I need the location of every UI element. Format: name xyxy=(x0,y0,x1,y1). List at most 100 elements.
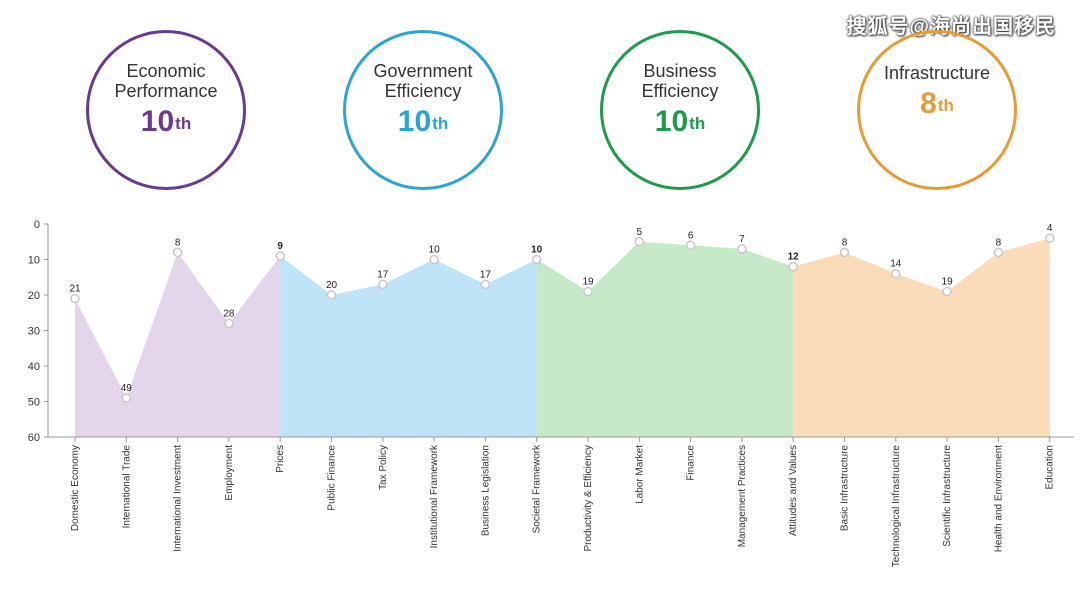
x-tick-label: Prices xyxy=(275,445,286,473)
data-label: 8 xyxy=(996,237,1002,248)
data-point xyxy=(121,393,132,403)
x-tick-label: Employment xyxy=(224,445,235,501)
data-label: 19 xyxy=(942,276,954,287)
factor-label-line: Performance xyxy=(114,81,218,101)
factor-label-line: Efficiency xyxy=(641,81,719,101)
x-tick-label: Management Practices xyxy=(737,445,748,547)
x-tick-label: International Investment xyxy=(173,445,184,552)
y-tick-label: 60 xyxy=(28,432,40,444)
factor-rank-value: 10 xyxy=(654,105,689,138)
data-point xyxy=(788,261,798,272)
data-point xyxy=(326,290,337,300)
data-point xyxy=(224,318,234,329)
data-label: 28 xyxy=(223,308,235,319)
factor-rank: 10th xyxy=(89,105,243,139)
factor-rank-value: 8 xyxy=(920,87,937,120)
factor-label: Infrastructure xyxy=(860,63,1014,83)
x-tick-label: Tax Policy xyxy=(378,445,389,490)
x-tick-label: Attitudes and Values xyxy=(788,445,799,536)
data-label: 8 xyxy=(842,237,848,248)
x-tick-label: Basic Infrastructure xyxy=(840,445,851,532)
area-group-1 xyxy=(75,252,281,437)
data-label: 49 xyxy=(121,383,133,394)
data-point xyxy=(531,254,542,265)
data-point xyxy=(685,240,696,251)
factor-circle-1: Economic Performance 10th xyxy=(86,30,246,190)
x-tick-label: Health and Environment xyxy=(993,445,1004,553)
x-tick-label: Finance xyxy=(686,445,697,481)
factor-rank-value: 10 xyxy=(397,105,432,138)
data-label: 19 xyxy=(582,276,594,287)
area-group-4 xyxy=(793,238,1050,437)
data-point xyxy=(378,279,388,290)
data-point xyxy=(634,237,645,247)
factor-label: Business Efficiency xyxy=(603,61,757,101)
x-tick-label: Societal Framework xyxy=(532,444,543,533)
data-label: 21 xyxy=(69,284,81,295)
data-label: 6 xyxy=(688,230,694,241)
factor-label-line: Business xyxy=(643,61,717,81)
y-tick-label: 40 xyxy=(28,361,40,373)
data-point xyxy=(172,247,183,258)
x-tick-label: Labor Market xyxy=(634,445,645,504)
x-tick-label: Technological Infrastructure xyxy=(891,445,902,568)
data-point xyxy=(1044,233,1055,243)
factor-rank-suffix: th xyxy=(689,114,706,133)
factor-label-line: Efficiency xyxy=(384,81,462,101)
factor-label: Government Efficiency xyxy=(346,61,500,101)
factor-rank: 10th xyxy=(346,105,500,139)
factor-rank: 8th xyxy=(860,87,1014,121)
data-label: 7 xyxy=(739,234,745,245)
data-point xyxy=(737,244,747,254)
data-label: 5 xyxy=(637,227,643,238)
x-tick-label: Institutional Framework xyxy=(429,444,440,548)
data-point xyxy=(993,247,1004,258)
x-tick-label: Domestic Economy xyxy=(70,445,81,531)
data-label: 20 xyxy=(326,280,338,291)
y-tick-label: 10 xyxy=(28,255,40,267)
factor-circle-4: Infrastructure 8th xyxy=(857,30,1017,190)
data-point xyxy=(942,286,952,297)
data-point xyxy=(583,286,593,297)
y-tick-label: 50 xyxy=(28,397,40,409)
factor-label-line: Government xyxy=(373,61,473,81)
factor-label-line: Economic xyxy=(126,61,206,81)
x-tick-label: Public Finance xyxy=(327,445,338,511)
data-point xyxy=(480,279,491,290)
x-tick-label: International Trade xyxy=(121,445,132,529)
factor-rank-suffix: th xyxy=(937,96,954,115)
data-point xyxy=(839,247,850,258)
y-tick-label: 20 xyxy=(28,290,40,302)
y-tick-label: 0 xyxy=(34,219,40,231)
data-label: 8 xyxy=(175,237,181,248)
area-group-2 xyxy=(280,255,537,437)
x-tick-label: Education xyxy=(1045,445,1056,489)
data-label: 17 xyxy=(377,269,389,280)
data-label: 9 xyxy=(277,241,283,252)
factor-circle-3: Business Efficiency 10th xyxy=(600,30,760,190)
factor-rank-suffix: th xyxy=(175,114,192,133)
area-group-3 xyxy=(536,241,794,437)
data-label: 14 xyxy=(890,259,902,270)
data-label: 10 xyxy=(531,245,543,256)
factor-rank: 10th xyxy=(603,105,757,139)
factor-circle-2: Government Efficiency 10th xyxy=(343,30,503,190)
data-label: 17 xyxy=(480,269,492,280)
x-tick-label: Productivity & Efficiency xyxy=(583,445,594,552)
data-label: 4 xyxy=(1047,223,1053,234)
x-tick-label: Scientific Infrastructure xyxy=(942,445,953,547)
x-tick-label: Business Legislation xyxy=(480,445,491,536)
data-point xyxy=(275,251,285,261)
factor-rank-suffix: th xyxy=(432,114,449,133)
data-point xyxy=(70,293,80,304)
data-point xyxy=(429,254,439,265)
factor-rank-value: 10 xyxy=(140,105,175,138)
y-tick-label: 30 xyxy=(28,326,40,338)
data-point xyxy=(891,268,901,279)
factor-label-line: Infrastructure xyxy=(883,63,991,83)
factor-label: Economic Performance xyxy=(89,61,243,101)
data-label: 10 xyxy=(429,245,441,256)
data-label: 12 xyxy=(788,252,800,263)
watermark: 搜狐号@海尚出国移民 xyxy=(846,16,1056,38)
